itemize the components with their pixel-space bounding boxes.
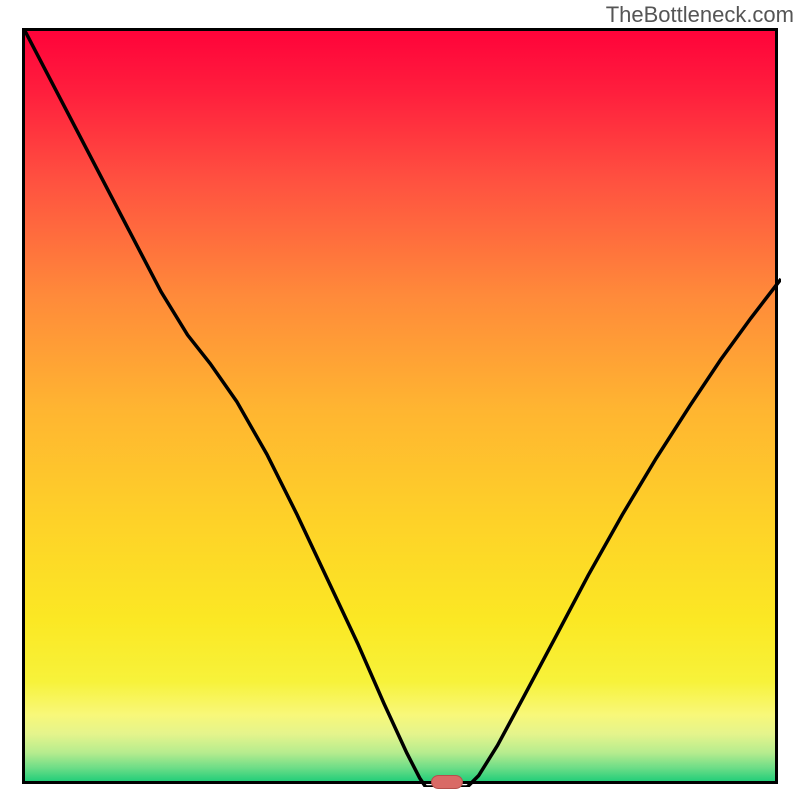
optimal-marker	[431, 775, 463, 789]
plot-area	[22, 28, 778, 784]
chart-container: TheBottleneck.com	[0, 0, 800, 800]
curve-left-segment	[25, 31, 426, 787]
bottleneck-curve	[25, 31, 781, 787]
curve-right-segment	[467, 279, 781, 787]
attribution-label: TheBottleneck.com	[606, 2, 794, 28]
